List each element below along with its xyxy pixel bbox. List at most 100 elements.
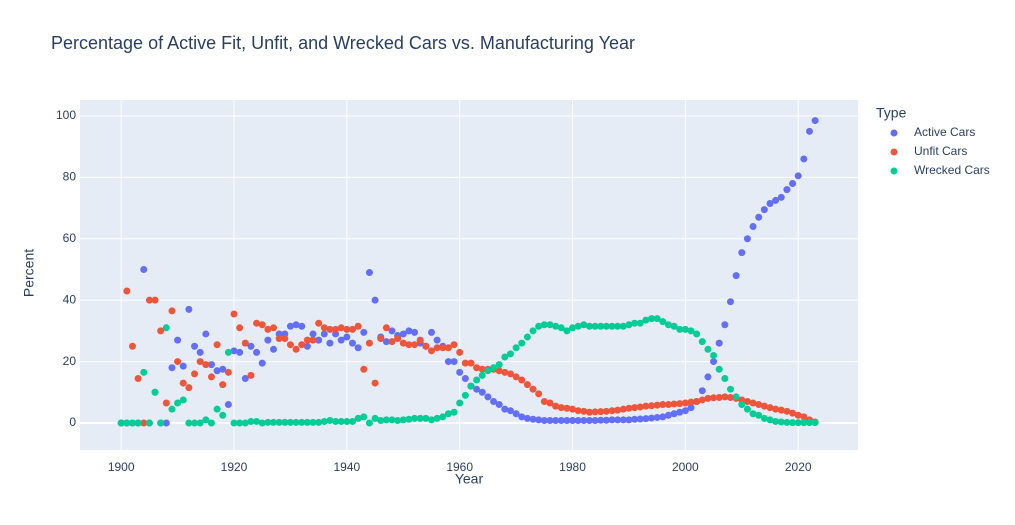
point (207, 361, 215, 369)
point (258, 419, 266, 427)
point (602, 407, 610, 415)
point (253, 417, 261, 425)
point (315, 336, 323, 344)
point (320, 330, 328, 338)
point (207, 373, 215, 381)
point (506, 370, 514, 378)
point (755, 401, 763, 409)
point (715, 339, 723, 347)
point (309, 336, 317, 344)
point (230, 419, 238, 427)
point (676, 400, 684, 408)
point (546, 321, 554, 329)
point (140, 265, 148, 273)
point (303, 418, 311, 426)
chart-title: Percentage of Active Fit, Unfit, and Wre… (51, 33, 635, 53)
point (456, 399, 464, 407)
point (191, 342, 199, 350)
point (337, 324, 345, 332)
point (354, 344, 362, 352)
point (636, 415, 644, 423)
point (760, 414, 768, 422)
point (648, 315, 656, 323)
point (473, 376, 481, 384)
point (501, 368, 509, 376)
point (625, 404, 633, 412)
point (811, 419, 819, 427)
point (631, 404, 639, 412)
point (264, 418, 272, 426)
point (315, 319, 323, 327)
point (444, 358, 452, 366)
y-axis-title: Percent (21, 249, 37, 297)
point (631, 319, 639, 327)
point (805, 127, 813, 135)
point (348, 325, 356, 333)
point (365, 419, 373, 427)
point (270, 418, 278, 426)
point (439, 344, 447, 352)
point (501, 353, 509, 361)
point (772, 405, 780, 413)
point (309, 418, 317, 426)
point (292, 418, 300, 426)
point (219, 411, 227, 419)
point (625, 321, 633, 329)
point (179, 396, 187, 404)
point (168, 364, 176, 372)
point (202, 330, 210, 338)
point (377, 417, 385, 425)
point (473, 364, 481, 372)
point (648, 414, 656, 422)
point (371, 414, 379, 422)
point (811, 117, 819, 125)
point (664, 401, 672, 409)
point (230, 310, 238, 318)
point (478, 388, 486, 396)
point (523, 414, 531, 422)
point (574, 322, 582, 330)
point (726, 394, 734, 401)
point (518, 339, 526, 347)
point (495, 361, 503, 369)
point (461, 374, 469, 382)
point (348, 417, 356, 425)
legend: Active Cars Unfit Cars Wrecked Cars (890, 125, 990, 177)
point (196, 419, 204, 427)
point (512, 373, 520, 381)
point (580, 321, 588, 329)
point (681, 407, 689, 415)
point (241, 339, 249, 347)
point (484, 367, 492, 375)
point (698, 338, 706, 346)
x-tick-label: 1980 (559, 460, 586, 474)
point (467, 359, 475, 367)
point (495, 367, 503, 375)
point (789, 409, 797, 417)
point (490, 397, 498, 405)
point (179, 362, 187, 370)
point (478, 365, 486, 373)
y-tick-label: 0 (69, 415, 76, 429)
point (134, 374, 142, 382)
point (585, 417, 593, 425)
point (416, 414, 424, 422)
point (591, 322, 599, 330)
legend-marker (890, 148, 898, 156)
point (416, 336, 424, 344)
point (433, 336, 441, 344)
point (258, 359, 266, 367)
point (772, 417, 780, 425)
point (388, 416, 396, 424)
point (275, 335, 283, 343)
point (698, 396, 706, 404)
y-tick-label: 60 (63, 231, 77, 245)
point (202, 361, 210, 369)
point (676, 325, 684, 333)
point (371, 379, 379, 387)
point (585, 322, 593, 330)
x-tick-label: 1920 (221, 460, 248, 474)
point (529, 415, 537, 423)
x-axis-title: Year (455, 471, 484, 487)
point (636, 403, 644, 411)
